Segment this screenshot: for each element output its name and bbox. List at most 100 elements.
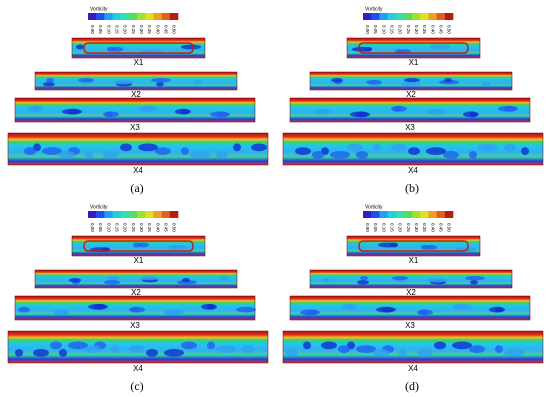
slice-contour [14,97,256,123]
inner-loop [358,42,469,54]
vortex-patch [463,111,479,118]
vortex-patch [404,77,420,83]
slice-label: X4 [133,364,143,373]
slice-contour [34,269,238,289]
colorbar-tick: 0.20 [123,223,128,232]
colorbar-tick: 0.35 [422,223,427,232]
vortex-patch [133,242,141,248]
vortex-patch [236,306,256,313]
vortex-patch [373,143,381,152]
colorbar-tick: 0.10 [106,223,111,232]
colorbar-title: Vorticity [90,204,108,210]
vortex-patch [18,306,30,313]
colorbar-tick: 0.40 [430,25,435,34]
vortex-patch [151,77,171,83]
colorbar-tick: 0.15 [114,25,119,34]
vortex-patch [78,77,94,83]
slice-label: X3 [130,123,140,132]
colorbar-swatch [428,211,437,218]
vortex-patch [452,341,472,350]
vortex-patch [322,278,330,283]
slice-label: X3 [130,321,140,330]
inner-loop [358,240,469,252]
vortex-patch [85,345,101,353]
inner-loop [83,240,194,252]
slice-label: X1 [134,256,144,265]
colorbar-tick: 0.30 [414,25,419,34]
slice-contour [289,295,531,321]
colorbar-swatch [379,13,388,20]
vortex-patch [321,341,337,350]
slice-label: X1 [409,256,419,265]
colorbar-swatch [153,13,162,20]
vortex-patch [103,151,119,159]
vortex-patch [378,242,398,248]
colorbar-tick: 0.25 [406,223,411,232]
vortex-patch [399,349,407,357]
colorbar-tick: 0.50 [172,25,177,34]
vortex-patch [156,82,164,87]
vortex-patch [182,278,190,283]
slice-label: X2 [131,90,141,99]
colorbar-tick: 0.10 [106,25,111,34]
colorbar-tick: 0.50 [172,223,177,232]
colorbar-swatch [403,211,413,218]
vortex-patch [495,345,503,353]
vortex-patch [53,309,69,316]
colorbar-tick: 0.00 [90,25,95,34]
colorbar-swatch [444,13,454,20]
panel: Vorticity 0.00 0.05 0.10 0.15 0.20 0.25 0.30 0.3… [282,6,544,195]
vortex-patch [338,345,350,353]
vortex-patch [233,143,241,152]
vortex-patch [201,303,217,310]
colorbar-swatch [137,211,146,218]
colorbar-tick: 0.20 [123,25,128,34]
vortex-patch [300,309,320,316]
vortex-patch [341,303,357,310]
colorbar-swatch [128,211,138,218]
vortex-patch [138,143,158,152]
vortex-patch [504,349,524,357]
colorbar-swatch [112,13,122,20]
colorbar-title: Vorticity [90,6,108,12]
colorbar-swatch [120,13,130,20]
slice-label: X4 [408,364,418,373]
colorbar-swatch [169,13,179,20]
vortex-patch [360,275,368,281]
colorbar-swatch [436,211,446,218]
colorbar-swatch [403,13,413,20]
vortex-patch [139,275,159,281]
vortex-patch [177,280,197,285]
vortex-patch [303,341,311,350]
colorbar-title: Vorticity [365,204,383,210]
vortex-patch [88,303,108,310]
vortex-patch [478,143,498,152]
colorbar-swatch [128,13,138,20]
vortex-patch [352,46,372,52]
vortex-patch [315,108,331,115]
slice-contour [289,97,531,123]
vortex-patch [43,82,55,87]
colorbar-tick: 0.35 [422,25,427,34]
vortex-patch [330,151,350,159]
colorbar-swatch [420,13,429,20]
colorbar-swatch [412,211,421,218]
colorbar-swatch [444,211,454,218]
panel: Vorticity 0.00 0.05 0.10 0.15 0.20 0.25 0.30 0.3… [7,6,269,195]
colorbar-tick: 0.05 [373,223,378,232]
colorbar-swatch [436,13,446,20]
vortex-patch [357,280,369,285]
vortex-patch [69,278,81,283]
vortex-patch [166,309,178,316]
colorbar-swatch [96,211,105,218]
vortex-patch [393,105,401,112]
vortex-patch [146,349,158,357]
vortex-patch [59,151,75,159]
colorbar-tick: 0.35 [147,25,152,34]
panel: Vorticity 0.00 0.05 0.10 0.15 0.20 0.25 0.30 0.3… [282,204,544,393]
colorbar-swatch [363,13,372,20]
slice-contour [346,235,481,257]
vortex-patch [216,151,228,159]
colorbar-tick: 0.45 [439,223,444,232]
vortex-patch [469,151,477,159]
